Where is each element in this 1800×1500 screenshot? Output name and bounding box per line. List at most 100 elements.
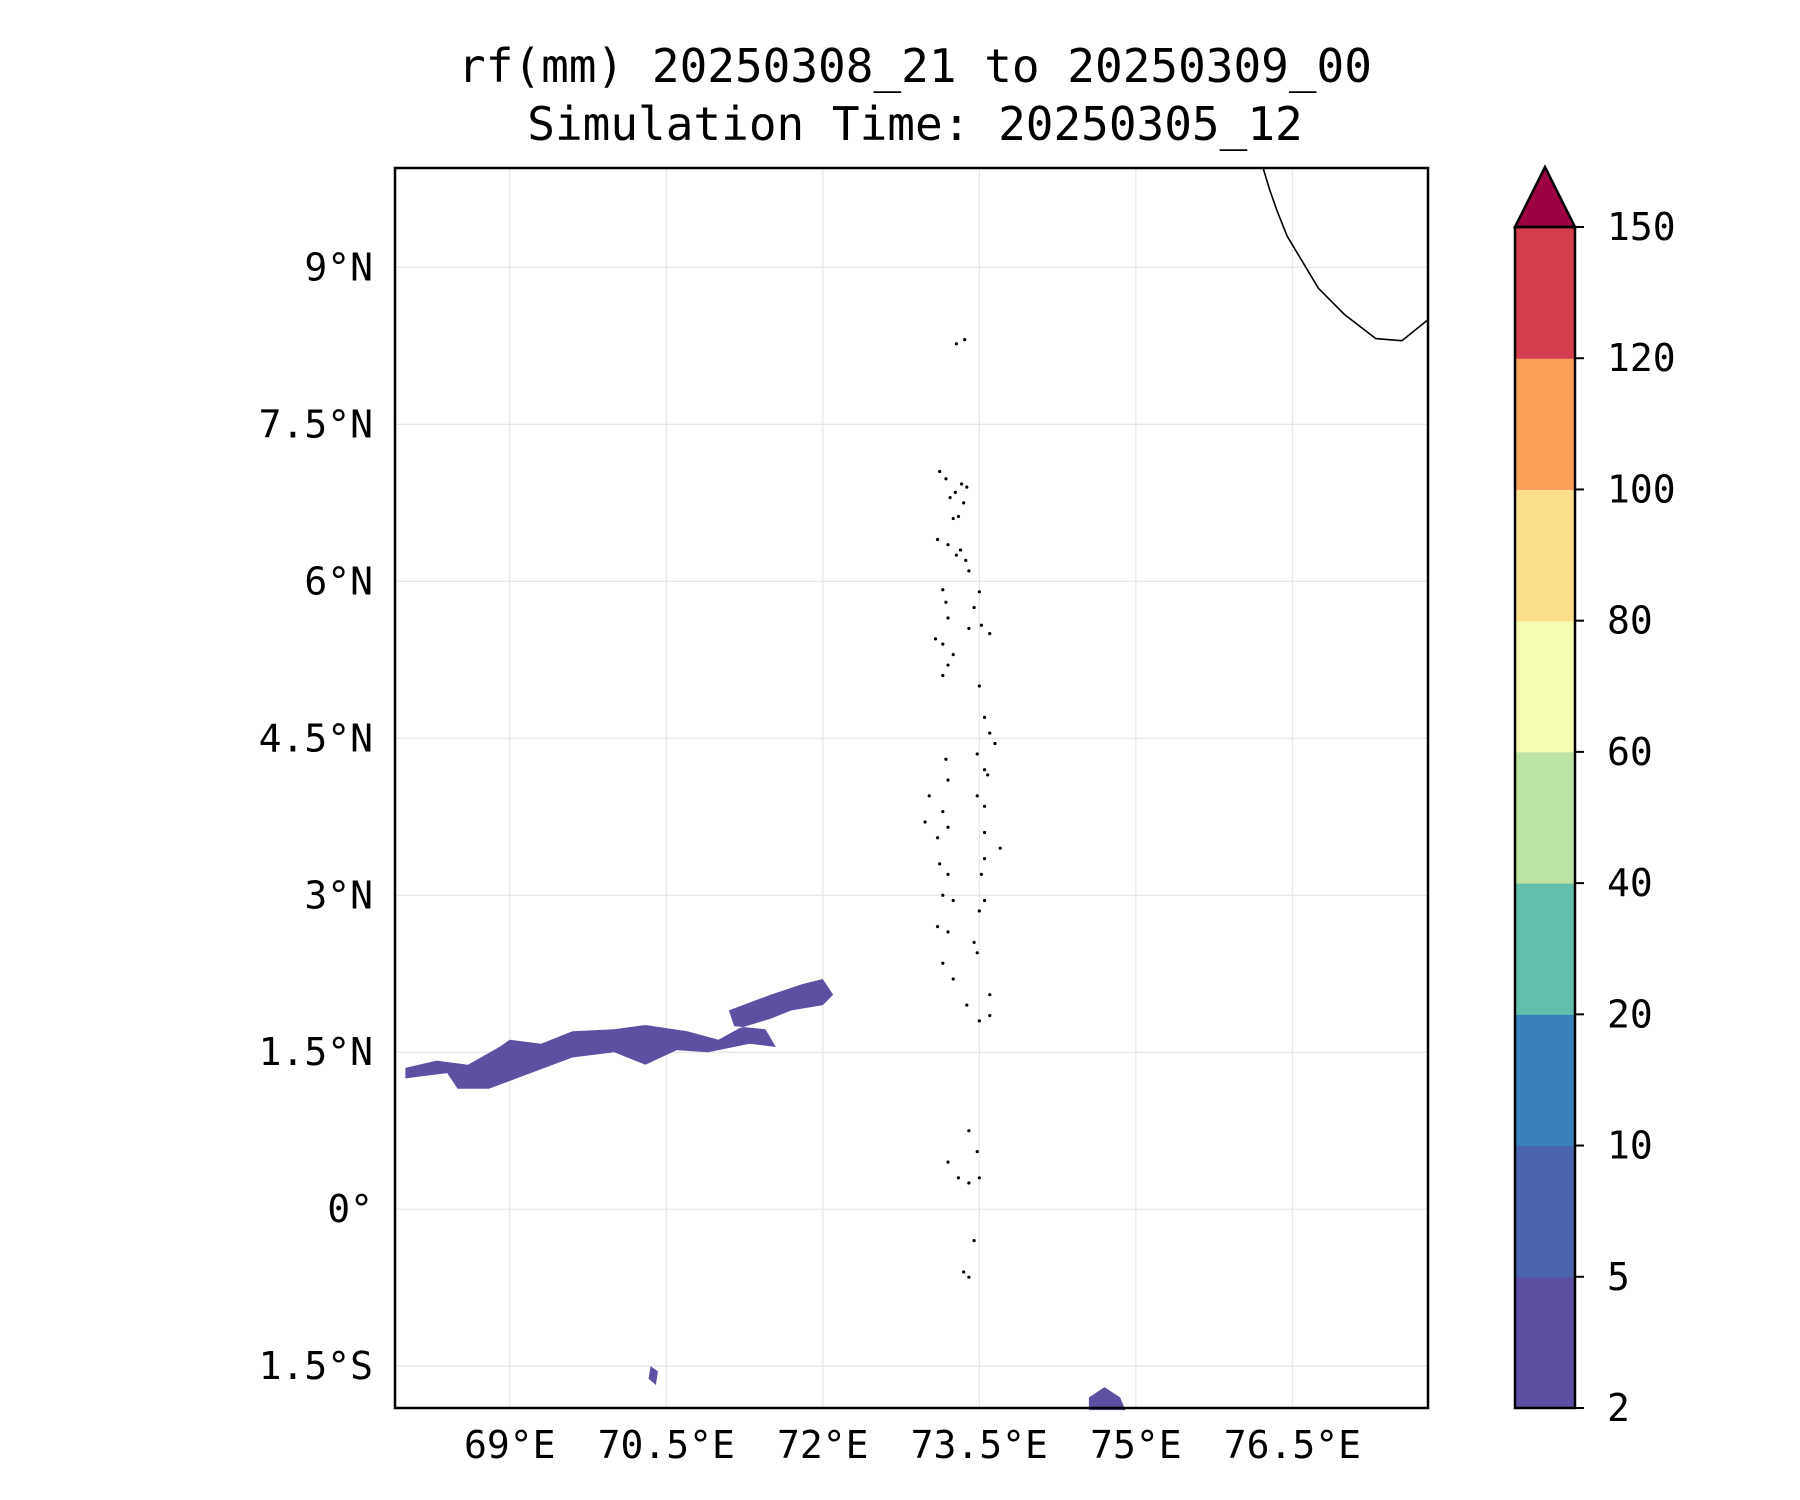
island-dot <box>935 537 940 542</box>
island-dot <box>946 930 950 934</box>
lat-tick-label: 3°N <box>304 873 373 917</box>
island-dot <box>946 616 950 620</box>
island-dot <box>923 820 927 824</box>
colorbar-tick-label: 80 <box>1607 599 1653 643</box>
lat-tick-label: 1.5°N <box>259 1030 373 1074</box>
island-dot <box>951 898 955 903</box>
island-dot <box>933 637 938 641</box>
colorbar-segment <box>1515 620 1575 753</box>
island-dot <box>982 898 987 903</box>
colorbar: 2 5 10 20 40 60 80 100 120 150 <box>1512 164 1676 1430</box>
island-dot <box>951 516 955 521</box>
island-dot <box>982 768 987 772</box>
island-dot <box>975 794 979 798</box>
colorbar-outline <box>1513 225 1577 1410</box>
island-dot <box>951 652 955 657</box>
india-coastline <box>1262 167 1429 342</box>
island-dot <box>972 605 976 610</box>
island-dot <box>946 778 950 782</box>
island-dot <box>927 794 931 798</box>
colorbar-tick-label: 100 <box>1607 467 1676 511</box>
island-dot <box>979 872 984 876</box>
island-dot <box>967 1129 971 1133</box>
rain-area-spot-south-1 <box>648 1366 658 1385</box>
island-dot <box>941 809 945 814</box>
island-dot <box>946 1160 950 1164</box>
colorbar-tick-label: 150 <box>1607 205 1676 249</box>
island-dot <box>972 1238 976 1243</box>
island-dot <box>975 951 979 955</box>
colorbar-tick-label: 40 <box>1607 861 1653 905</box>
island-dot <box>944 757 948 761</box>
island-dot <box>946 872 950 876</box>
lon-tick-label: 69°E <box>464 1423 556 1467</box>
island-dot <box>954 553 958 557</box>
lon-tick-label: 72°E <box>777 1423 869 1467</box>
island-dot <box>977 909 981 913</box>
island-dot <box>941 961 945 965</box>
lat-tick-label: 9°N <box>304 245 373 289</box>
island-dot <box>946 825 950 829</box>
island-dot <box>967 626 971 631</box>
lat-tick-label: 6°N <box>304 559 373 603</box>
island-dot <box>988 632 992 636</box>
island-dot <box>965 1003 969 1007</box>
island-dot <box>938 469 942 474</box>
colorbar-tick-label: 5 <box>1607 1255 1630 1299</box>
lat-tick-label: 4.5°N <box>259 716 373 760</box>
island-dot <box>967 569 971 573</box>
island-dot <box>965 485 969 489</box>
coastline-path <box>1262 167 1429 342</box>
island-dot <box>958 548 963 552</box>
island-dot <box>964 558 968 563</box>
island-dot <box>938 862 942 866</box>
maldives-islands <box>923 338 1002 1279</box>
island-dot <box>988 731 992 735</box>
island-dot <box>944 600 948 604</box>
island-dot <box>988 993 992 997</box>
island-dot <box>956 1176 961 1180</box>
colorbar-segment <box>1515 1145 1575 1278</box>
lat-tick-label: 0° <box>327 1187 373 1231</box>
colorbar-tick-label: 120 <box>1607 336 1676 380</box>
island-dot <box>977 684 981 688</box>
island-dot <box>982 857 987 861</box>
lat-tick-label: 7.5°N <box>259 402 373 446</box>
colorbar-segment <box>1515 883 1575 1015</box>
colorbar-tick-label: 60 <box>1607 730 1653 774</box>
island-dot <box>975 752 979 756</box>
longitude-axis: 69°E 70.5°E 72°E 73.5°E 75°E 76.5°E <box>464 1423 1361 1467</box>
island-dot <box>977 1019 981 1023</box>
island-dot <box>954 342 958 346</box>
island-dot <box>951 977 955 981</box>
island-dot <box>941 673 945 678</box>
island-dot <box>982 830 987 835</box>
island-dot <box>941 588 945 592</box>
island-dot <box>941 642 945 646</box>
island-dot <box>998 846 1002 850</box>
island-dot <box>986 773 990 777</box>
colorbar-tick-label: 10 <box>1607 1124 1653 1168</box>
map-frame <box>393 166 1430 1410</box>
map-gridlines <box>395 168 1428 1408</box>
island-dot <box>953 490 957 494</box>
island-dot <box>975 1150 979 1154</box>
island-dot <box>967 1181 971 1185</box>
island-dot <box>935 925 940 929</box>
island-dot <box>977 1176 981 1180</box>
island-dot <box>956 514 961 519</box>
island-dot <box>948 496 952 500</box>
island-dot <box>962 1270 966 1274</box>
island-dot <box>993 741 997 746</box>
colorbar-segment <box>1515 489 1575 622</box>
colorbar-segment <box>1515 751 1575 884</box>
latitude-axis: 9°N 7.5°N 6°N 4.5°N 3°N 1.5°N 0° 1.5°S <box>259 245 373 1388</box>
colorbar-segment <box>1515 1014 1575 1147</box>
rainfall-areas <box>405 979 1126 1411</box>
island-dot <box>982 715 987 719</box>
island-dot <box>977 590 981 594</box>
lat-tick-label: 1.5°S <box>259 1344 373 1388</box>
colorbar-segment <box>1515 1276 1575 1409</box>
island-dot <box>963 338 967 342</box>
